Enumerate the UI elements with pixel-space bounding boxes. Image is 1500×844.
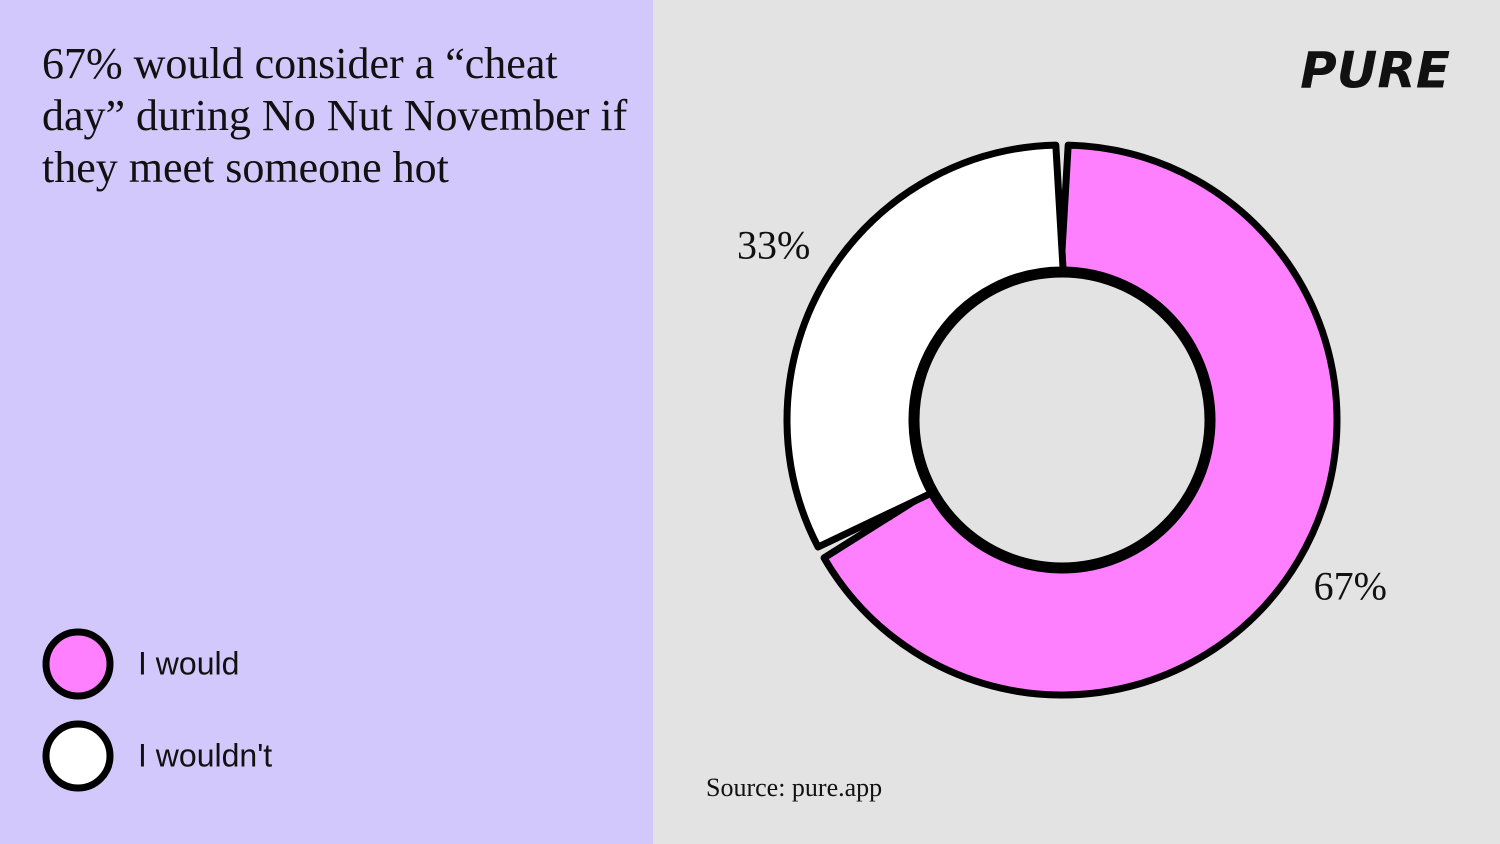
source: Source: pure.app — [706, 773, 882, 802]
legend-marker — [42, 628, 114, 700]
legend-marker — [42, 720, 114, 792]
legend-label: I wouldn't — [138, 737, 272, 773]
donut-hole — [912, 270, 1212, 570]
slice — [783, 141, 1067, 551]
value-label: 67% — [1314, 564, 1387, 609]
brand-logo: PURE — [1300, 42, 1450, 100]
chart-title: 67% would consider a “cheat day” during … — [42, 39, 628, 192]
left-panel — [0, 0, 653, 844]
value-label: 33% — [737, 223, 810, 268]
slice — [820, 141, 1341, 699]
legend-label: I would — [138, 645, 239, 681]
